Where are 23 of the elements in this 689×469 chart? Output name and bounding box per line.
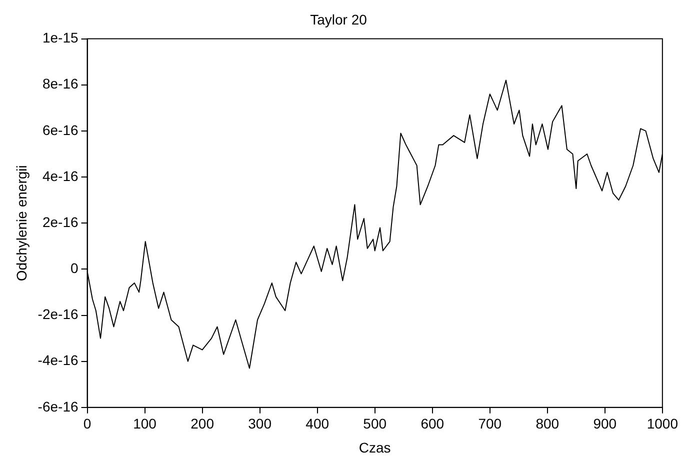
y-tick-label: -6e-16: [38, 398, 78, 414]
x-tick-label: 200: [190, 416, 214, 432]
x-tick-label: 900: [593, 416, 617, 432]
x-tick-label: 100: [133, 416, 157, 432]
y-tick-label: 0: [70, 260, 78, 276]
chart-title: Taylor 20: [310, 11, 368, 28]
x-tick-label: 300: [248, 416, 272, 432]
y-axis-title: Odchylenie energii: [13, 165, 30, 282]
x-axis-title: Czas: [358, 439, 391, 456]
y-tick-label: 4e-16: [42, 168, 78, 184]
x-tick-label: 400: [306, 416, 330, 432]
x-tick-label: 700: [478, 416, 502, 432]
y-tick-label: 8e-16: [42, 76, 78, 92]
y-tick-label: -2e-16: [38, 306, 78, 322]
y-tick-label: 2e-16: [42, 214, 78, 230]
x-tick-label: 1000: [646, 416, 678, 432]
x-tick-label: 800: [536, 416, 560, 432]
y-tick-label: -4e-16: [38, 352, 78, 368]
x-tick-label: 500: [363, 416, 387, 432]
x-tick-label: 600: [420, 416, 444, 432]
y-tick-label: 1e-15: [42, 30, 78, 46]
x-tick-label: 0: [83, 416, 92, 432]
y-tick-label: 6e-16: [42, 122, 78, 138]
